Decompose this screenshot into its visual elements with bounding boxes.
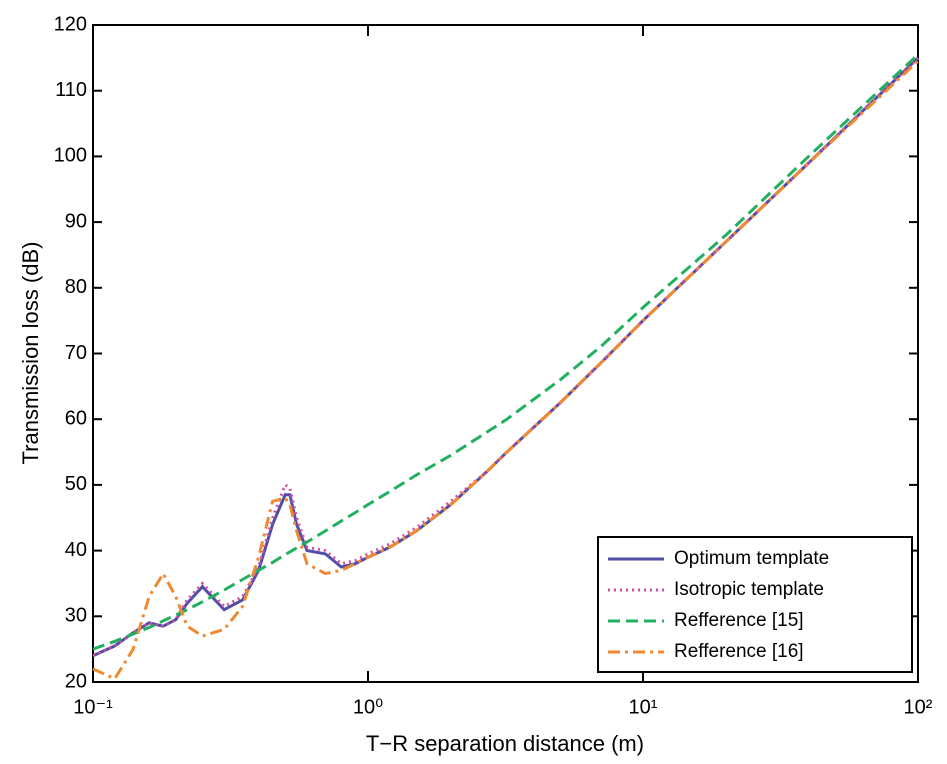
y-tick-label: 110: [55, 79, 87, 101]
y-tick-label: 50: [65, 473, 87, 495]
y-tick-label: 60: [65, 407, 87, 429]
y-axis-label: Transmission loss (dB): [18, 242, 43, 465]
x-tick-label: 10²: [904, 696, 933, 718]
x-tick-label: 10⁰: [353, 696, 383, 718]
legend-label: Optimum template: [674, 548, 829, 569]
y-tick-label: 120: [54, 13, 87, 35]
series-line: [92, 53, 920, 651]
series-line: [92, 56, 920, 658]
legend-label: Refference [15]: [674, 610, 804, 631]
series-line: [92, 60, 920, 681]
legend-label: Isotropic template: [674, 579, 824, 600]
x-tick-label: 10⁻¹: [73, 696, 113, 718]
legend-label: Refference [16]: [674, 641, 804, 662]
legend-box: [597, 536, 913, 673]
y-tick-label: 80: [65, 276, 87, 298]
y-tick-label: 20: [65, 670, 87, 692]
x-axis-label: T−R separation distance (m): [366, 731, 644, 756]
y-tick-label: 90: [65, 210, 87, 232]
y-tick-label: 100: [54, 145, 87, 167]
legend: Optimum template Isotropic template Reffer…: [597, 536, 913, 673]
y-tick-label: 40: [65, 539, 87, 561]
x-tick-label: 10¹: [629, 696, 658, 718]
y-tick-label: 30: [65, 605, 87, 627]
y-tick-label: 70: [65, 342, 87, 364]
